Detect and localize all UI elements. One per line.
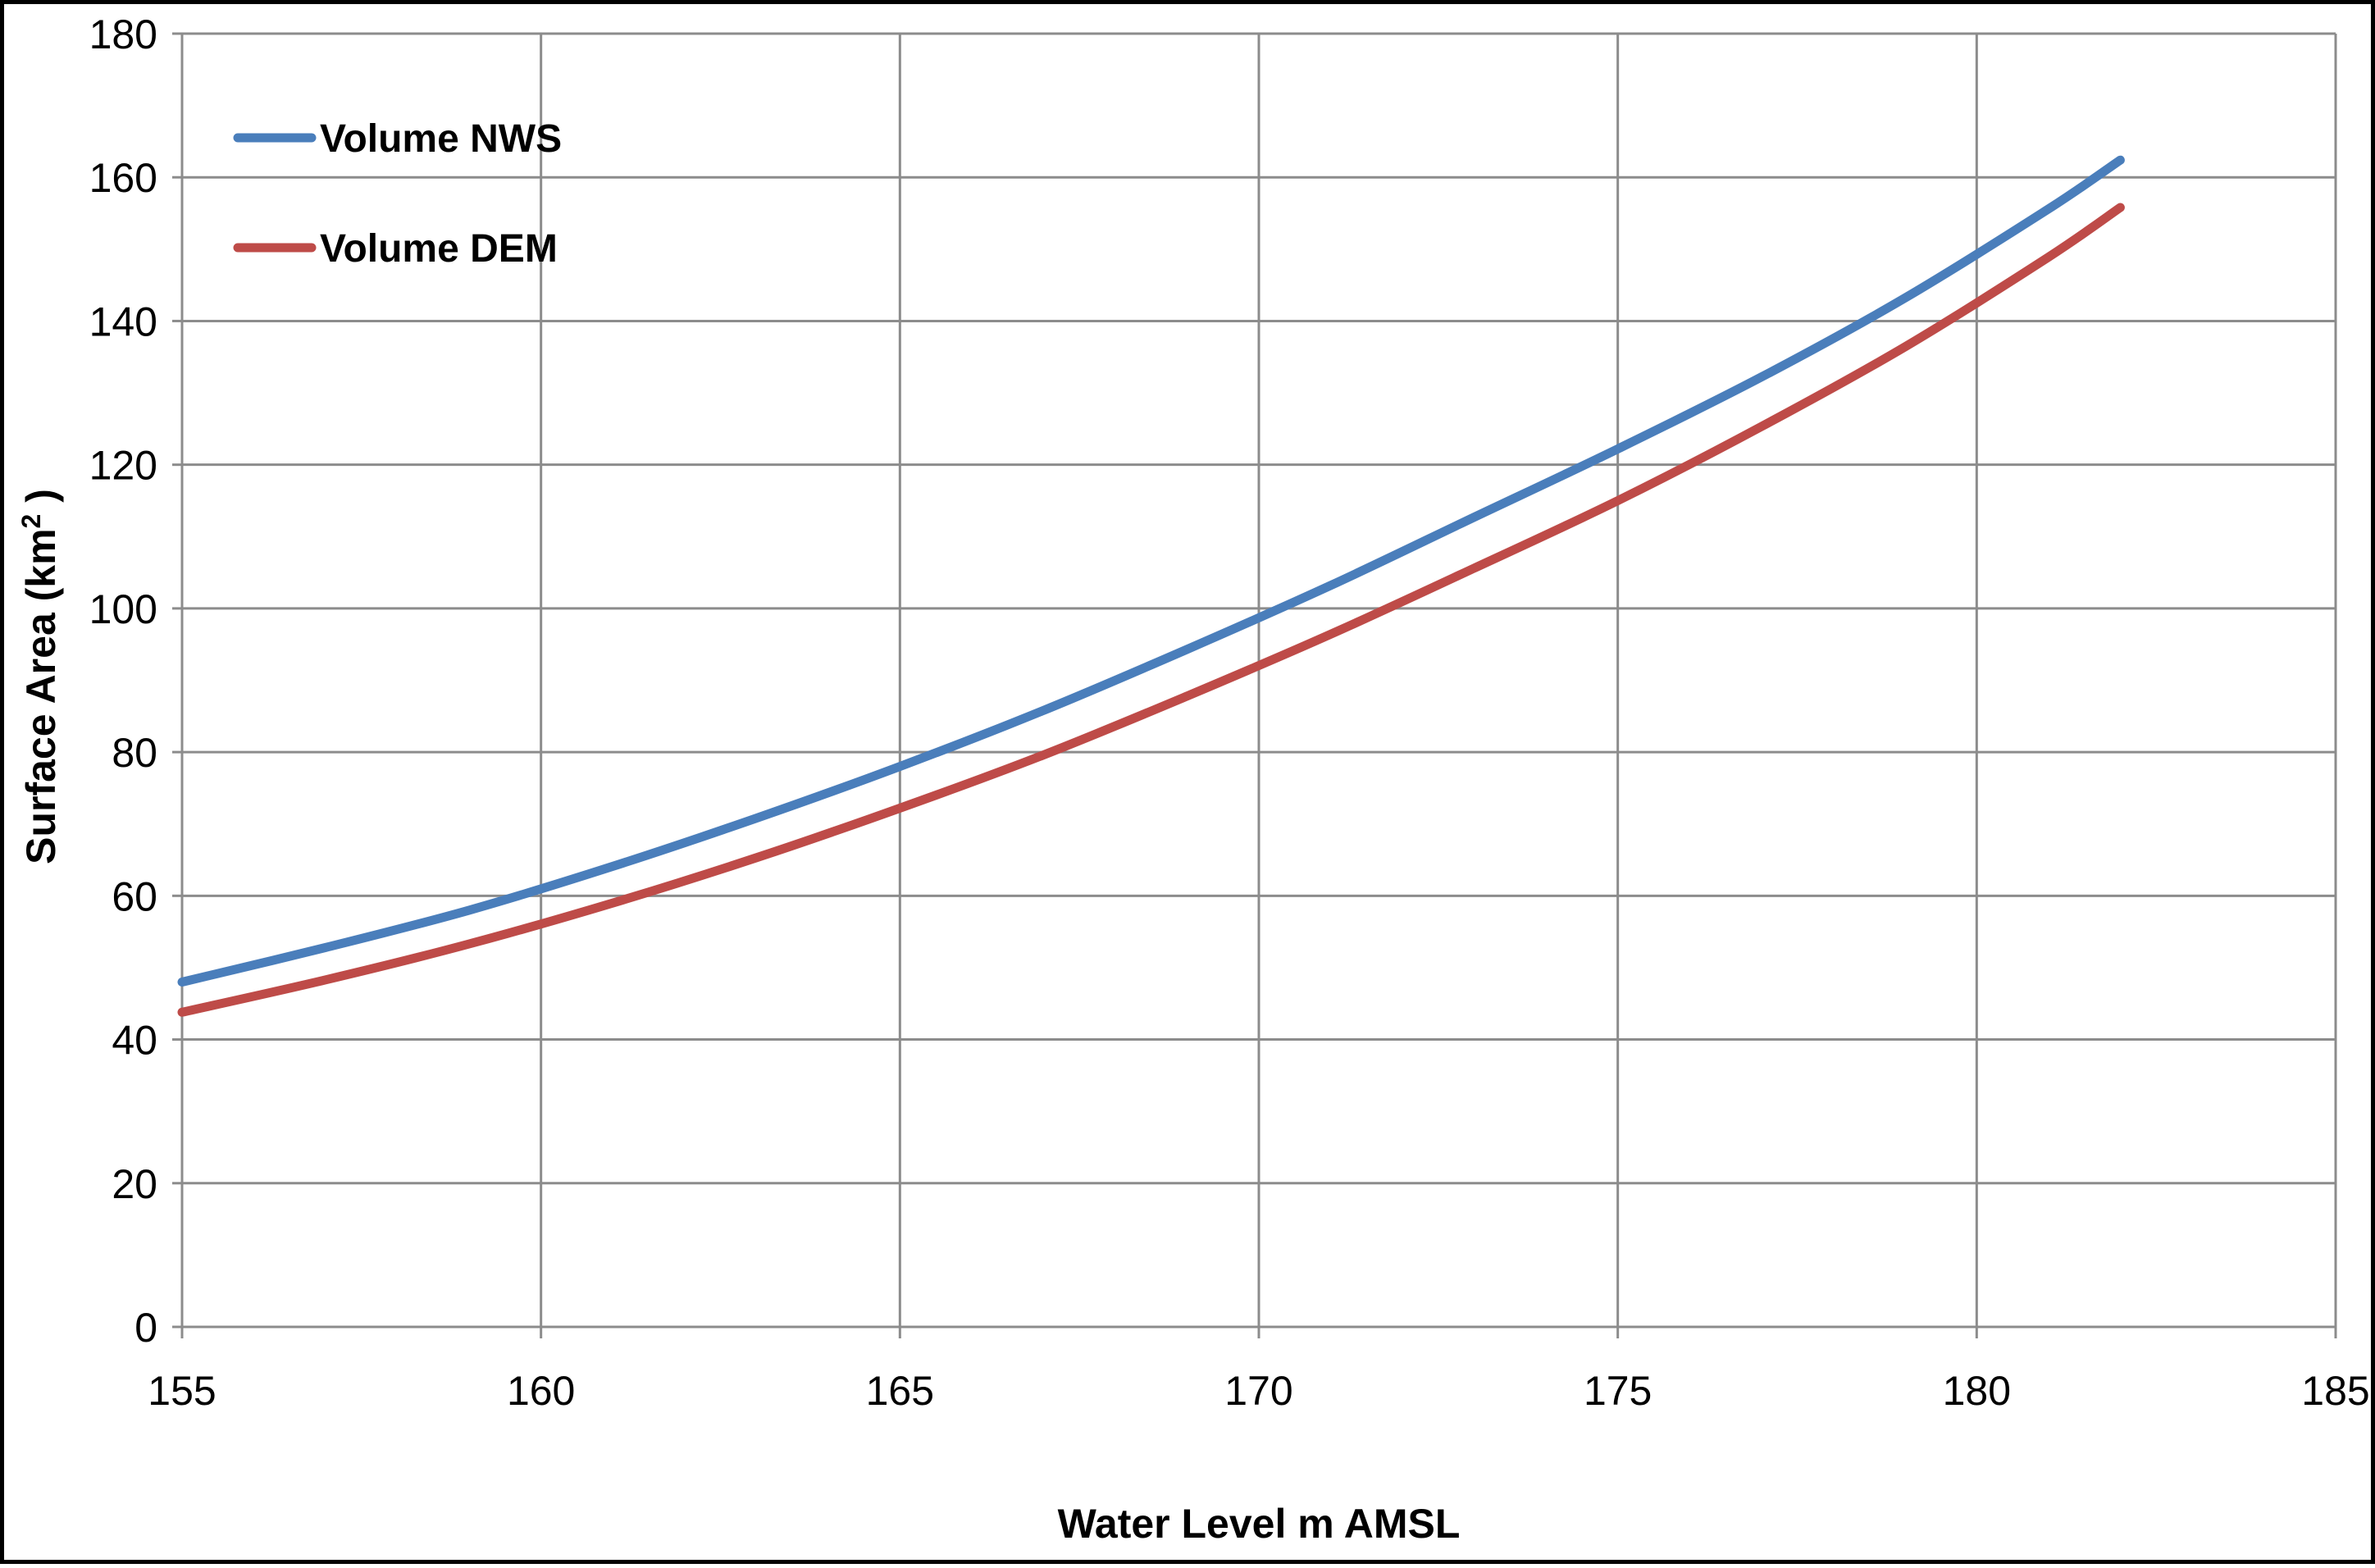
line-chart: 0 20 40 60 80 100 120 140 160 180 155 160 165 170 175 1…: [16, 11, 2370, 1547]
x-tick-label: 175: [1584, 1368, 1652, 1414]
series-line-volume-dem: [177, 203, 2125, 1017]
y-tick-label: 20: [112, 1161, 157, 1207]
y-tick-label: 60: [112, 873, 157, 919]
series-lines: [177, 155, 2125, 1017]
series-line-volume-nws: [177, 155, 2125, 987]
y-tick-label: 160: [89, 155, 157, 201]
y-tick-label: 180: [89, 11, 157, 57]
axes: [172, 32, 2337, 1338]
y-axis-title-tail: ): [18, 489, 64, 514]
x-tick-label: 180: [1943, 1368, 2011, 1414]
y-tick-label: 0: [134, 1305, 157, 1351]
x-tick-label: 185: [2301, 1368, 2369, 1414]
y-tick-label: 140: [89, 299, 157, 344]
y-tick-label: 100: [89, 586, 157, 632]
legend-label-volume-nws: Volume NWS: [320, 117, 562, 161]
x-tick-label: 160: [507, 1368, 575, 1414]
legend: Volume NWS Volume DEM: [233, 117, 562, 271]
y-tick-label: 40: [112, 1018, 157, 1064]
grid-lines: [182, 32, 2337, 1327]
tick-labels: 0 20 40 60 80 100 120 140 160 180 155 160 165 170 175 1…: [89, 11, 2370, 1414]
y-axis-title-main: Surface Area (km: [18, 528, 64, 864]
y-tick-label: 80: [112, 730, 157, 776]
y-axis-title-superscript: 2: [16, 514, 46, 529]
x-tick-label: 155: [148, 1368, 216, 1414]
legend-label-volume-dem: Volume DEM: [320, 227, 558, 271]
y-tick-label: 120: [89, 443, 157, 489]
x-axis-title: Water Level m AMSL: [1058, 1501, 1461, 1547]
x-tick-label: 165: [866, 1368, 934, 1414]
x-tick-label: 170: [1224, 1368, 1292, 1414]
y-axis-title: Surface Area (km2 ): [16, 489, 64, 864]
